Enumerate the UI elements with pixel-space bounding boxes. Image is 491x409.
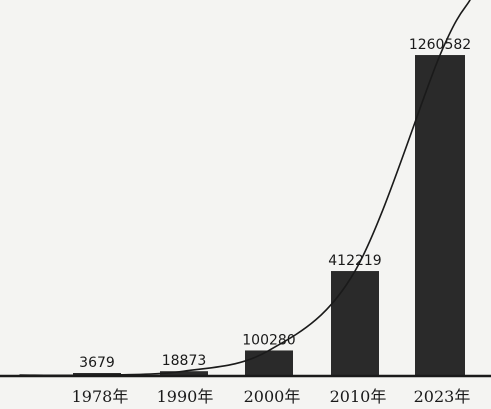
x-tick-2023年: 2023年 [414, 387, 471, 406]
bar-1990年 [160, 371, 208, 376]
x-tick-labels: 1978年 1990年 2000年 2010年 2023年 [72, 387, 471, 406]
trend-line [19, 0, 471, 377]
value-labels: 3679 18873 100280 412219 1260582 [79, 37, 471, 371]
bar-2023年 [415, 55, 465, 376]
data-label-2000年: 100280 [242, 332, 295, 348]
data-label-2023年: 1260582 [409, 37, 471, 53]
data-label-1990年: 18873 [162, 353, 207, 369]
bar-2000年 [245, 350, 293, 376]
data-label-2010年: 412219 [328, 253, 381, 269]
x-tick-2010年: 2010年 [330, 387, 387, 406]
bar-2010年 [331, 271, 379, 376]
x-tick-1978年: 1978年 [72, 387, 129, 406]
data-label-1978年: 3679 [79, 355, 115, 371]
x-tick-2000年: 2000年 [244, 387, 301, 406]
x-tick-1990年: 1990年 [157, 387, 214, 406]
bar-series [73, 55, 465, 376]
